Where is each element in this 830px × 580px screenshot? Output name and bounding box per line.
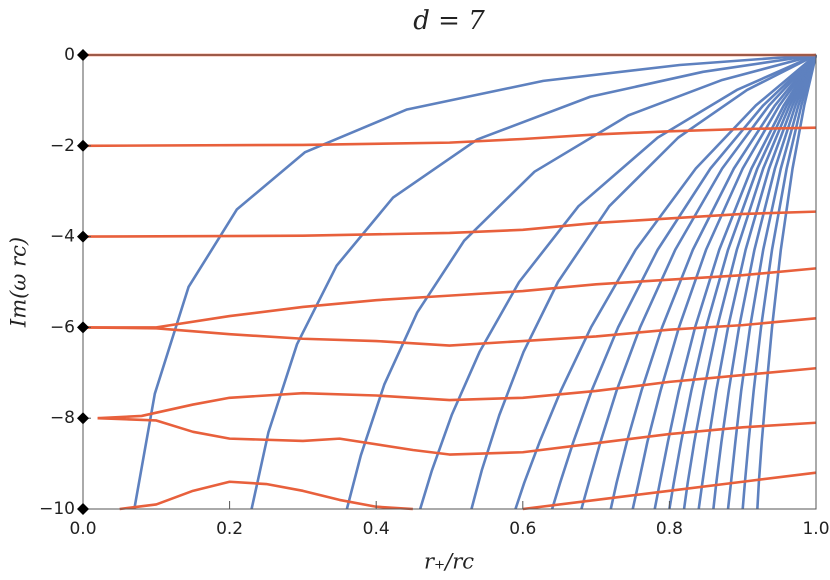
y-tick-label: −10 — [39, 499, 75, 519]
chart-title: d = 7 — [413, 6, 485, 36]
series-line — [133, 53, 817, 510]
series-line — [712, 54, 817, 510]
marker — [77, 412, 89, 425]
marker — [77, 139, 89, 152]
series-line — [83, 126, 817, 148]
plot-area — [83, 53, 817, 511]
x-tick-label: 0.8 — [656, 519, 683, 539]
y-tick-label: 0 — [64, 45, 75, 65]
x-axis-label: r₊/rc — [424, 550, 474, 574]
series-line — [97, 416, 817, 456]
series-line — [580, 54, 817, 510]
series-line — [470, 53, 817, 510]
marker — [77, 230, 89, 243]
x-tick-label: 0.2 — [216, 519, 243, 539]
series-line — [726, 54, 817, 510]
series-line — [83, 210, 817, 238]
series-line — [756, 54, 817, 510]
y-tick-label: −6 — [50, 317, 75, 337]
y-axis-label: Im(ω rc) — [7, 237, 31, 328]
series-line — [522, 471, 817, 511]
series-line — [250, 53, 817, 510]
series-line — [697, 54, 817, 510]
series-line — [345, 53, 817, 510]
series-line — [97, 366, 817, 420]
x-tick-label: 0.0 — [69, 519, 96, 539]
series-line — [631, 54, 817, 510]
y-tick-label: −2 — [50, 136, 75, 156]
series-line — [119, 480, 413, 511]
series-line — [609, 54, 817, 510]
x-tick-label: 0.4 — [363, 519, 390, 539]
x-tick-label: 1.0 — [802, 519, 829, 539]
y-tick-label: −8 — [50, 408, 75, 428]
series-line — [83, 317, 817, 347]
x-tick-label: 0.6 — [509, 519, 536, 539]
y-tick-label: −4 — [50, 227, 75, 247]
series-line — [550, 54, 817, 510]
marker — [77, 321, 89, 334]
marker — [77, 49, 89, 61]
marker — [77, 503, 89, 515]
series-line — [83, 267, 817, 329]
plot-frame — [82, 54, 817, 510]
series-line — [741, 54, 817, 510]
series-line — [514, 54, 817, 510]
